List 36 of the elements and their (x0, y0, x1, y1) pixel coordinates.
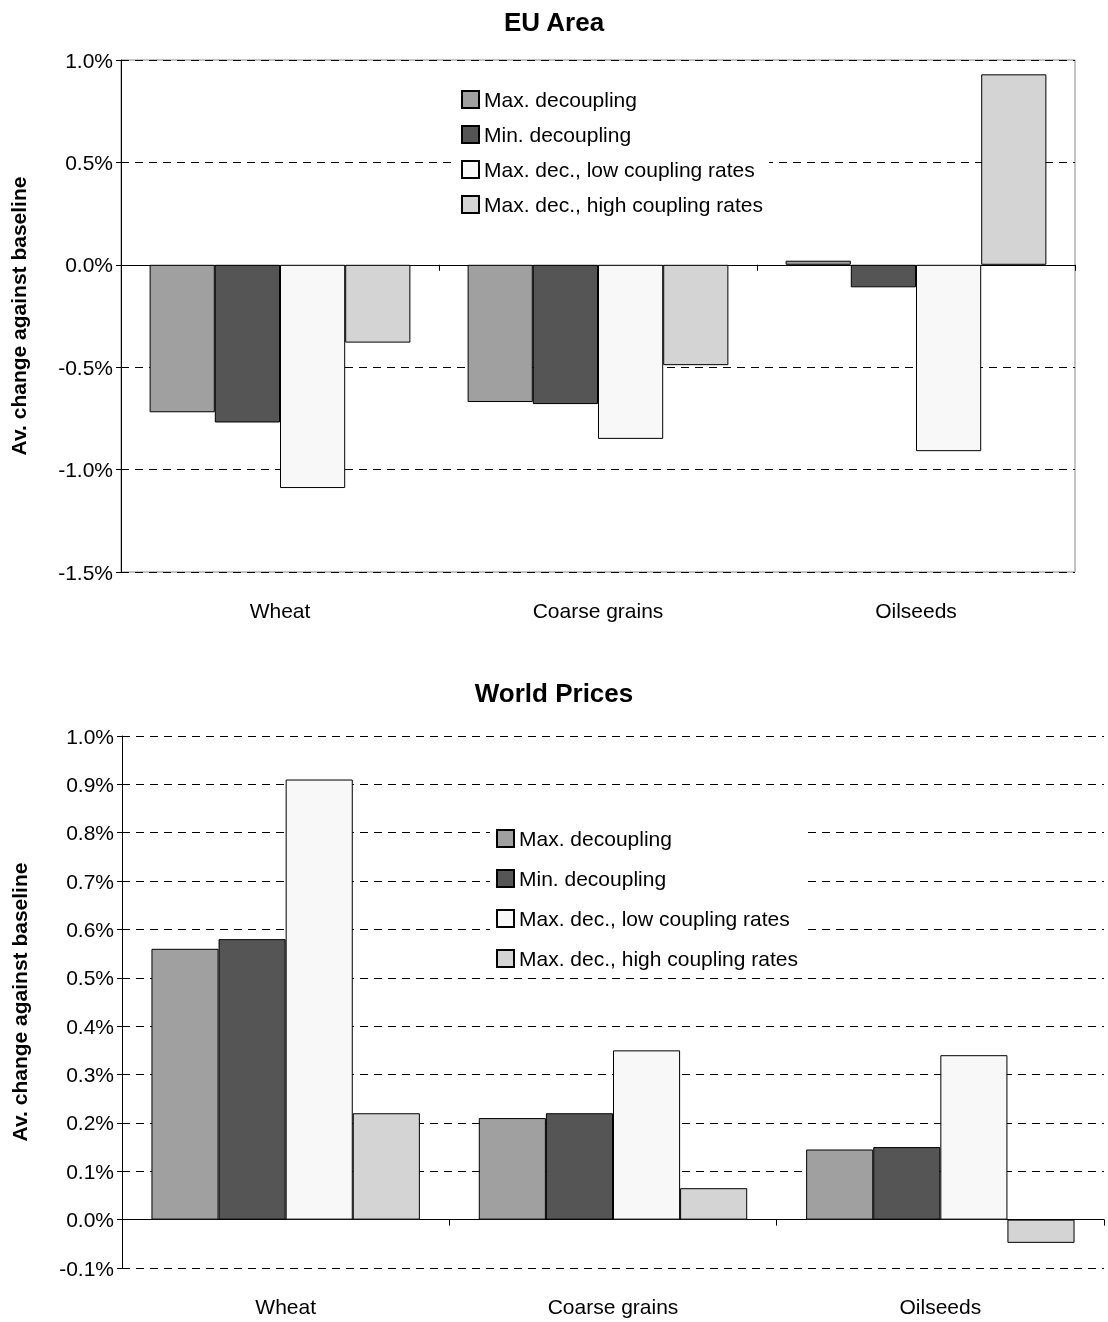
x-tick-label: Oilseeds (899, 1295, 982, 1318)
y-tick-label: -0.1% (59, 1256, 114, 1280)
legend-label: Min. decoupling (484, 123, 632, 146)
legend-label: Max. decoupling (484, 88, 637, 111)
x-tick-label: Wheat (249, 599, 311, 622)
y-tick-label: 0.0% (65, 253, 113, 277)
x-tick-label: Oilseeds (875, 599, 957, 622)
y-tick-label: 0.0% (66, 1208, 114, 1232)
y-tick-label: 0.7% (66, 869, 114, 893)
y-axis-title: Av. change against baseline (7, 176, 30, 456)
legend-label: Max. dec., high coupling rates (519, 947, 798, 970)
legend-label: Max. dec., high coupling rates (484, 193, 763, 216)
y-tick-label: 0.1% (66, 1159, 114, 1183)
y-tick-label: 0.6% (66, 917, 114, 941)
y-tick-label: 1.0% (66, 724, 114, 748)
legend-label: Max. dec., low coupling rates (484, 158, 755, 181)
legend-label: Max. dec., low coupling rates (519, 907, 790, 930)
x-tick-label: Coarse grains (532, 599, 664, 622)
y-tick-label: 0.4% (66, 1014, 114, 1038)
y-tick-label: 0.9% (66, 772, 114, 796)
y-tick-label: 0.2% (66, 1111, 114, 1135)
y-tick-label: 0.5% (65, 150, 113, 174)
y-tick-label: 0.8% (66, 821, 114, 845)
legend-label: Max. decoupling (519, 827, 672, 850)
chart-title: World Prices (474, 678, 634, 708)
legend-label: Min. decoupling (519, 867, 667, 890)
y-axis-title: Av. change against baseline (8, 862, 31, 1142)
y-tick-label: -1.0% (58, 458, 113, 482)
x-tick-label: Coarse grains (547, 1295, 679, 1318)
y-tick-label: 0.5% (66, 966, 114, 990)
y-tick-label: -0.5% (58, 355, 113, 379)
y-tick-label: -1.5% (58, 560, 113, 584)
x-tick-label: Wheat (255, 1295, 317, 1318)
chart-title: EU Area (503, 7, 605, 37)
y-tick-label: 1.0% (65, 48, 113, 72)
y-tick-label: 0.3% (66, 1063, 114, 1087)
